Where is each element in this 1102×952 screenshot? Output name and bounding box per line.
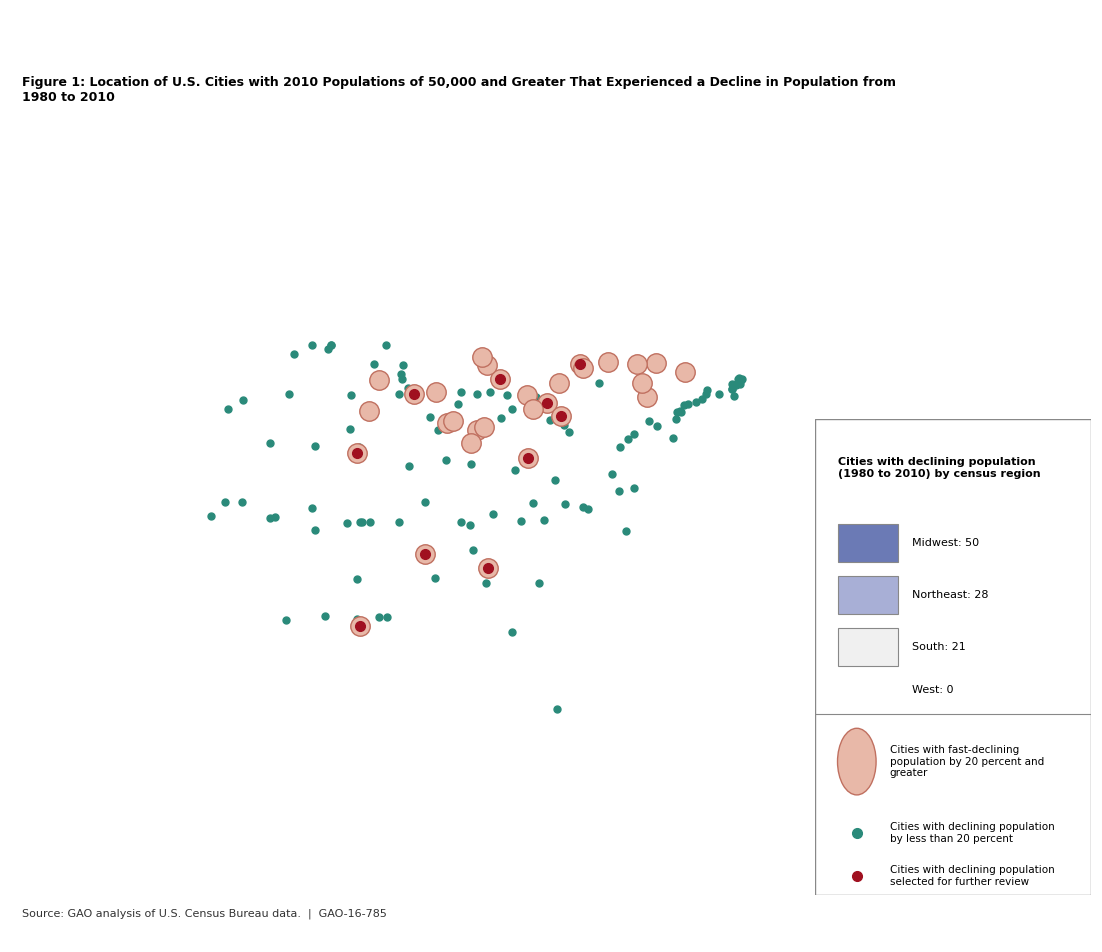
- Text: Figure 1: Location of U.S. Cities with 2010 Populations of 50,000 and Greater Th: Figure 1: Location of U.S. Cities with 2…: [22, 76, 896, 104]
- Text: South: 21: South: 21: [911, 643, 965, 652]
- Text: Cities with fast-declining
population by 20 percent and
greater: Cities with fast-declining population by…: [890, 745, 1044, 778]
- Text: Cities with declining population
selected for further review: Cities with declining population selecte…: [890, 865, 1055, 886]
- Text: Cities with declining population
by less than 20 percent: Cities with declining population by less…: [890, 823, 1055, 843]
- Text: Cities with declining population
(1980 to 2010) by census region: Cities with declining population (1980 t…: [838, 457, 1040, 479]
- FancyBboxPatch shape: [838, 524, 898, 562]
- FancyBboxPatch shape: [838, 576, 898, 614]
- Text: Source: GAO analysis of U.S. Census Bureau data.  |  GAO-16-785: Source: GAO analysis of U.S. Census Bure…: [22, 908, 387, 919]
- Text: West: 0: West: 0: [911, 685, 953, 695]
- Text: Northeast: 28: Northeast: 28: [911, 590, 988, 600]
- Text: Midwest: 50: Midwest: 50: [911, 538, 979, 547]
- FancyBboxPatch shape: [838, 628, 898, 666]
- FancyBboxPatch shape: [815, 419, 1091, 895]
- Circle shape: [838, 728, 876, 795]
